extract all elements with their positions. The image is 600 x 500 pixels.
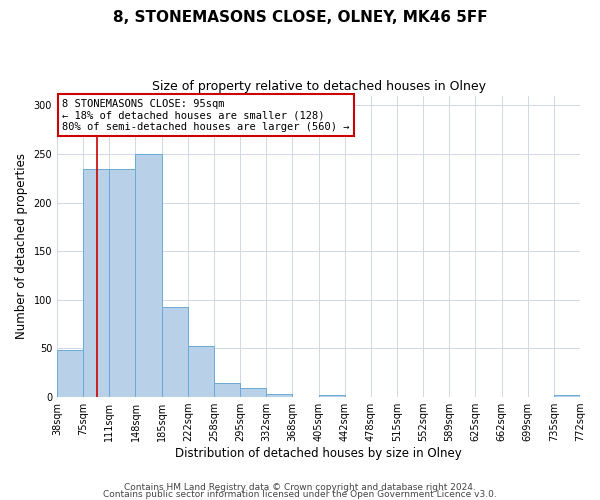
Bar	[109, 168, 136, 397]
Bar	[83, 168, 109, 397]
Bar	[161, 306, 188, 397]
X-axis label: Distribution of detached houses by size in Olney: Distribution of detached houses by size …	[175, 447, 462, 460]
Bar	[214, 384, 240, 397]
Bar	[319, 395, 344, 397]
Bar	[188, 346, 214, 397]
Bar	[266, 394, 292, 397]
Bar	[240, 388, 266, 397]
Text: 8, STONEMASONS CLOSE, OLNEY, MK46 5FF: 8, STONEMASONS CLOSE, OLNEY, MK46 5FF	[113, 10, 487, 25]
Text: Contains public sector information licensed under the Open Government Licence v3: Contains public sector information licen…	[103, 490, 497, 499]
Text: Contains HM Land Registry data © Crown copyright and database right 2024.: Contains HM Land Registry data © Crown c…	[124, 484, 476, 492]
Bar	[554, 395, 580, 397]
Bar	[57, 350, 83, 397]
Text: 8 STONEMASONS CLOSE: 95sqm
← 18% of detached houses are smaller (128)
80% of sem: 8 STONEMASONS CLOSE: 95sqm ← 18% of deta…	[62, 98, 350, 132]
Bar	[136, 154, 161, 397]
Y-axis label: Number of detached properties: Number of detached properties	[15, 154, 28, 340]
Title: Size of property relative to detached houses in Olney: Size of property relative to detached ho…	[152, 80, 485, 93]
